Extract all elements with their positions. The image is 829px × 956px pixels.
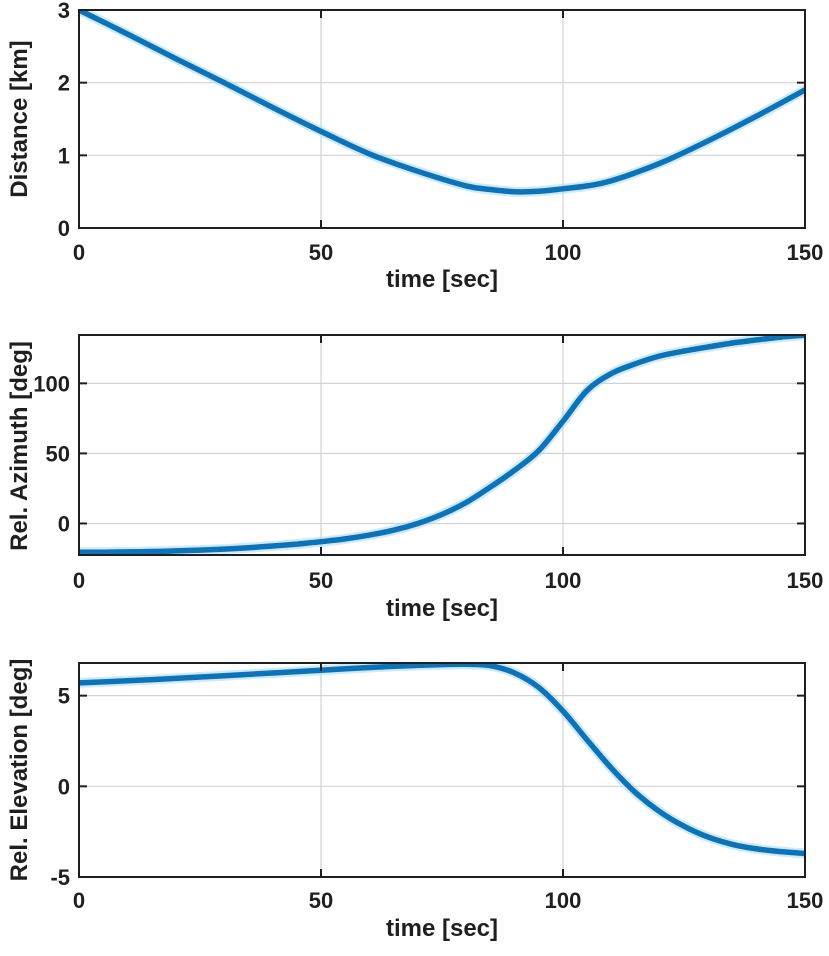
rel-azimuth-x-tick-label: 50 <box>309 568 333 593</box>
rel-elevation-x-axis-label: time [sec] <box>385 915 499 942</box>
rel-elevation-y-axis-label: Rel. Elevation [deg] <box>6 658 33 882</box>
rel-azimuth-x-tick-label: 100 <box>545 568 582 593</box>
rel-elevation-y-tick-label: 0 <box>58 774 70 799</box>
distance-y-tick-label: 3 <box>58 0 70 23</box>
rel-elevation-x-tick-label: 50 <box>309 888 333 913</box>
rel-elevation-plot: 0 50 100 150-505 <box>50 662 824 913</box>
rel-elevation-line <box>79 663 805 857</box>
rel-elevation-y-tick-label: -5 <box>50 865 70 890</box>
rel-azimuth-line <box>79 335 805 555</box>
rel-elevation-x-tick-label: 150 <box>787 888 824 913</box>
distance-axes-box <box>78 9 806 229</box>
rel-azimuth-plot: 0 50 100 150 0 50 100 <box>33 334 824 593</box>
rel-azimuth-y-tick-label: 0 <box>58 511 70 536</box>
rel-elevation-line-halo <box>79 663 805 859</box>
distance-line <box>79 10 805 195</box>
distance-line-halo <box>79 10 805 197</box>
rel-elevation-x-tick-label: 100 <box>545 888 582 913</box>
distance-x-tick-label: 150 <box>787 240 824 265</box>
distance-y-tick-label: 1 <box>58 143 70 168</box>
distance-x-tick-label: 100 <box>545 240 582 265</box>
distance-x-tick-label: 0 <box>73 240 85 265</box>
rel-azimuth-line-halo <box>79 335 805 555</box>
rel-azimuth-axes-box <box>78 334 806 556</box>
distance-y-tick-label: 0 <box>58 216 70 241</box>
rel-elevation-x-tick-label: 0 <box>73 888 85 913</box>
rel-elevation-axes-box <box>78 662 806 878</box>
rel-azimuth-y-tick-label: 100 <box>33 371 70 396</box>
rel-azimuth-x-tick-label: 0 <box>73 568 85 593</box>
distance-x-axis-label: time [sec] <box>385 266 499 293</box>
rel-elevation-y-tick-label: 5 <box>58 684 70 709</box>
distance-plot: 0 50 100 150 0 1 2 3 <box>58 0 824 265</box>
rel-azimuth-y-tick-label: 50 <box>46 441 70 466</box>
distance-y-tick-label: 2 <box>58 71 70 96</box>
distance-x-tick-label: 50 <box>309 240 333 265</box>
rel-azimuth-x-axis-label: time [sec] <box>385 595 499 622</box>
rel-azimuth-x-tick-label: 150 <box>787 568 824 593</box>
